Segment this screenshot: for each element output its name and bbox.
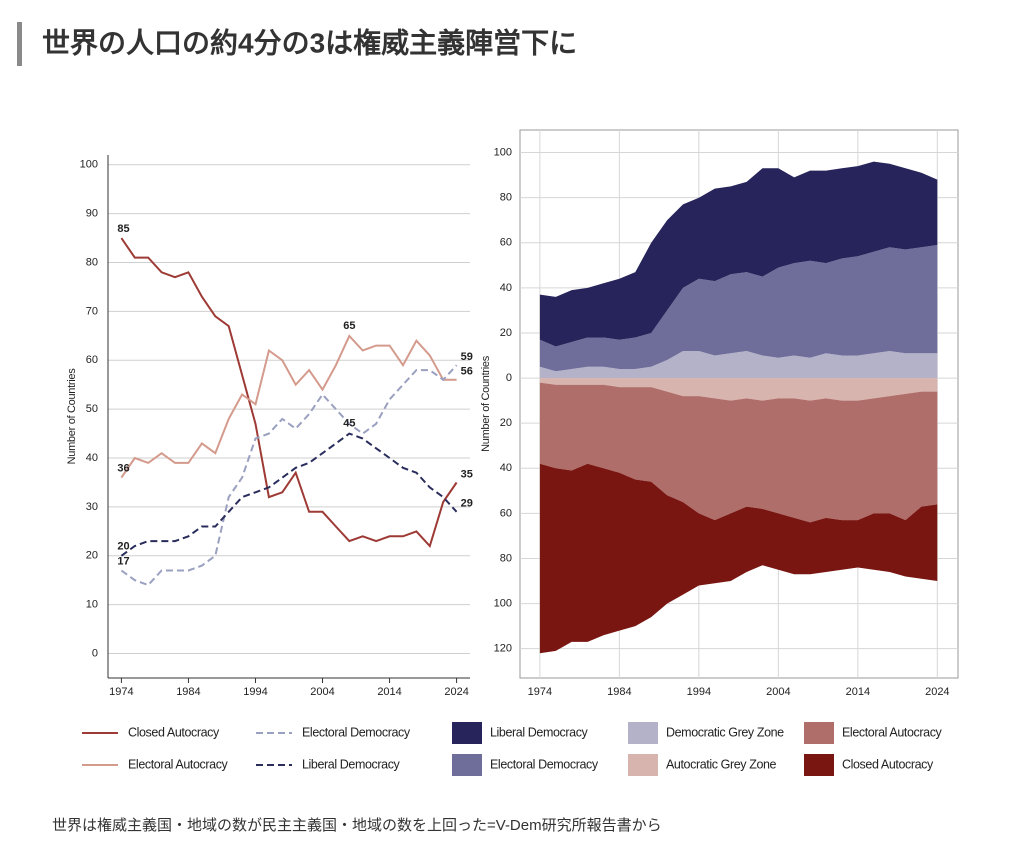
x-tick-label: 1974 xyxy=(109,686,133,698)
data-label: 85 xyxy=(117,223,129,235)
x-tick-label: 2024 xyxy=(925,686,949,698)
y-tick-label: 80 xyxy=(500,552,512,564)
y-tick-label: 20 xyxy=(500,327,512,339)
legend-label: Closed Autocracy xyxy=(842,757,934,771)
title-bar xyxy=(17,22,22,66)
y-tick-label: 100 xyxy=(80,159,98,171)
series-line xyxy=(120,334,457,479)
y-tick-label: 120 xyxy=(494,643,512,655)
data-label: 17 xyxy=(117,555,129,567)
x-tick-label: 1994 xyxy=(243,686,267,698)
y-tick-label: 80 xyxy=(500,192,512,204)
y-tick-label: 90 xyxy=(86,208,98,220)
data-label: 45 xyxy=(343,418,355,430)
legend-label: Electoral Democracy xyxy=(490,757,599,771)
data-label: 56 xyxy=(461,366,473,378)
area-segment xyxy=(539,161,938,347)
data-label: 35 xyxy=(461,468,473,480)
data-label: 59 xyxy=(461,351,473,363)
series-line xyxy=(120,364,458,587)
x-tick-label: 1984 xyxy=(607,686,631,698)
y-tick-label: 60 xyxy=(500,507,512,519)
legend-label: Liberal Democracy xyxy=(490,725,589,739)
x-tick-label: 2004 xyxy=(310,686,334,698)
y-axis-label: Number of Countries xyxy=(480,355,492,452)
area-segment xyxy=(539,351,938,379)
y-axis-label: Number of Countries xyxy=(66,368,78,465)
legend-swatch xyxy=(452,722,482,744)
caption: 世界は権威主義国・地域の数が民主主義国・地域の数を上回った=V-Dem研究所報告… xyxy=(52,817,662,834)
y-tick-label: 10 xyxy=(86,599,98,611)
x-tick-label: 2024 xyxy=(444,686,468,698)
legend-label: Electoral Autocracy xyxy=(842,725,943,739)
data-label: 20 xyxy=(117,541,129,553)
y-tick-label: 40 xyxy=(500,282,512,294)
x-tick-label: 2014 xyxy=(846,686,870,698)
legend-swatch xyxy=(628,754,658,776)
x-tick-label: 1974 xyxy=(528,686,552,698)
y-tick-label: 0 xyxy=(92,647,98,659)
area-segment xyxy=(539,245,938,372)
legend-label: Liberal Democracy xyxy=(302,757,401,771)
y-tick-label: 100 xyxy=(494,146,512,158)
legend-label: Closed Autocracy xyxy=(128,725,220,739)
y-tick-label: 60 xyxy=(86,354,98,366)
series-line xyxy=(120,432,458,557)
x-tick-label: 2014 xyxy=(377,686,401,698)
y-tick-label: 80 xyxy=(86,256,98,268)
y-tick-label: 70 xyxy=(86,305,98,317)
y-tick-label: 40 xyxy=(500,462,512,474)
x-tick-label: 2004 xyxy=(766,686,790,698)
y-tick-label: 20 xyxy=(86,550,98,562)
x-tick-label: 1994 xyxy=(687,686,711,698)
area-segment xyxy=(539,463,938,654)
page-title: 世界の人口の約4分の3は権威主義陣営下に xyxy=(42,26,577,58)
legend-swatch xyxy=(804,754,834,776)
legend-swatch xyxy=(804,722,834,744)
legend-label: Electoral Autocracy xyxy=(128,757,229,771)
y-tick-label: 40 xyxy=(86,452,98,464)
y-tick-label: 30 xyxy=(86,501,98,513)
legend-swatch xyxy=(628,722,658,744)
y-tick-label: 60 xyxy=(500,237,512,249)
data-label: 36 xyxy=(117,463,129,475)
x-tick-label: 1984 xyxy=(176,686,200,698)
legend-swatch xyxy=(452,754,482,776)
series-line xyxy=(120,237,458,548)
y-tick-label: 20 xyxy=(500,417,512,429)
legend-label: Democratic Grey Zone xyxy=(666,725,784,739)
area-segment xyxy=(539,382,938,523)
y-tick-label: 100 xyxy=(494,597,512,609)
y-tick-label: 0 xyxy=(506,372,512,384)
data-label: 65 xyxy=(343,320,355,332)
area-segment xyxy=(539,378,938,401)
y-tick-label: 50 xyxy=(86,403,98,415)
legend-label: Electoral Democracy xyxy=(302,725,411,739)
legend-label: Autocratic Grey Zone xyxy=(666,757,777,771)
data-label: 29 xyxy=(461,498,473,510)
